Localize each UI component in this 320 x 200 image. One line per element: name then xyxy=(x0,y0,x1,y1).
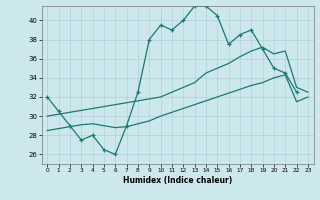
X-axis label: Humidex (Indice chaleur): Humidex (Indice chaleur) xyxy=(123,176,232,185)
